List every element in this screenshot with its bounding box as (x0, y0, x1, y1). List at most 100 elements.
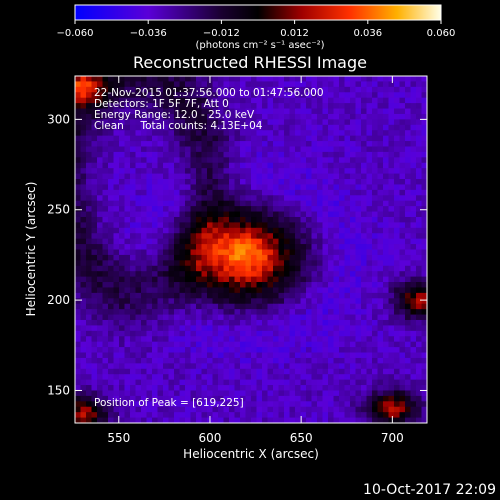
heatmap-cell (163, 260, 169, 267)
heatmap-cell (124, 211, 131, 218)
heatmap-cell (416, 162, 422, 169)
heatmap-cell (201, 103, 208, 109)
heatmap-cell (372, 374, 378, 381)
heatmap-cell (174, 206, 180, 212)
heatmap-cell (196, 206, 202, 212)
heatmap-cell (267, 357, 274, 364)
heatmap-cell (234, 244, 241, 250)
heatmap-cell (350, 319, 356, 326)
heatmap-cell (97, 179, 103, 185)
heatmap-cell (361, 103, 367, 109)
heatmap-cell (289, 151, 296, 158)
heatmap-cell (130, 76, 136, 82)
heatmap-cell (119, 325, 125, 332)
heatmap-cell (97, 368, 103, 375)
heatmap-cell (86, 157, 92, 164)
heatmap-cell (273, 412, 279, 418)
heatmap-cell (388, 309, 395, 315)
heatmap-cell (311, 151, 318, 158)
heatmap-cell (245, 336, 252, 343)
heatmap-cell (350, 76, 356, 82)
heatmap-cell (130, 108, 136, 115)
heatmap-cell (372, 200, 378, 207)
heatmap-cell (229, 412, 235, 418)
heatmap-cell (399, 341, 406, 348)
heatmap-cell (179, 113, 186, 120)
heatmap-cell (421, 97, 428, 104)
heatmap-cell (267, 76, 274, 82)
heatmap-cell (361, 254, 367, 261)
heatmap-cell (240, 146, 246, 153)
heatmap-cell (394, 124, 400, 131)
heatmap-cell (262, 385, 268, 391)
heatmap-cell (405, 76, 411, 82)
heatmap-cell (229, 417, 235, 424)
heatmap-cell (278, 216, 285, 223)
heatmap-cell (207, 195, 213, 202)
heatmap-cell (174, 168, 180, 174)
heatmap-cell (256, 195, 263, 202)
heatmap-cell (130, 292, 136, 299)
heatmap-cell (229, 103, 235, 109)
heatmap-cell (355, 314, 362, 321)
heatmap-cell (234, 347, 241, 353)
heatmap-cell (333, 336, 340, 343)
heatmap-cell (185, 135, 191, 142)
heatmap-cell (234, 390, 241, 397)
heatmap-cell (383, 314, 389, 321)
heatmap-cell (328, 374, 334, 381)
heatmap-cell (410, 227, 417, 234)
heatmap-cell (152, 276, 158, 283)
heatmap-cell (223, 341, 230, 348)
heatmap-cell (284, 287, 290, 294)
heatmap-cell (306, 222, 312, 229)
heatmap-cell (377, 113, 384, 120)
heatmap-cell (284, 265, 290, 272)
heatmap-cell (372, 113, 378, 120)
heatmap-cell (251, 401, 257, 408)
heatmap-cell (278, 157, 285, 164)
heatmap-cell (361, 86, 367, 93)
heatmap-cell (91, 151, 98, 158)
heatmap-cell (394, 271, 400, 278)
heatmap-cell (405, 249, 411, 256)
heatmap-cell (289, 330, 296, 337)
heatmap-cell (190, 412, 197, 418)
heatmap-cell (328, 211, 334, 218)
heatmap-cell (179, 347, 186, 353)
heatmap-cell (229, 287, 235, 294)
heatmap-cell (108, 206, 114, 212)
heatmap-cell (234, 124, 241, 131)
heatmap-cell (377, 352, 384, 359)
heatmap-cell (388, 390, 395, 397)
heatmap-cell (229, 282, 235, 288)
heatmap-cell (223, 206, 230, 212)
heatmap-cell (212, 119, 219, 126)
heatmap-cell (361, 325, 367, 332)
heatmap-cell (229, 330, 235, 337)
heatmap-cell (124, 265, 131, 272)
heatmap-cell (278, 124, 285, 131)
heatmap-cell (350, 92, 356, 99)
heatmap-cell (262, 341, 268, 348)
heatmap-cell (86, 211, 92, 218)
heatmap-cell (300, 276, 307, 283)
heatmap-cell (405, 189, 411, 196)
heatmap-cell (130, 195, 136, 202)
heatmap-cell (146, 249, 153, 256)
heatmap-cell (372, 76, 378, 82)
heatmap-cell (410, 401, 417, 408)
heatmap-cell (141, 92, 147, 99)
heatmap-cell (80, 412, 87, 418)
heatmap-cell (157, 319, 164, 326)
heatmap-cell (245, 287, 252, 294)
heatmap-cell (394, 254, 400, 261)
heatmap-cell (113, 76, 120, 82)
heatmap-cell (344, 238, 351, 245)
heatmap-cell (350, 195, 356, 202)
heatmap-cell (75, 298, 81, 305)
heatmap-cell (196, 341, 202, 348)
heatmap-cell (196, 135, 202, 142)
heatmap-cell (102, 249, 109, 256)
heatmap-cell (152, 390, 158, 397)
